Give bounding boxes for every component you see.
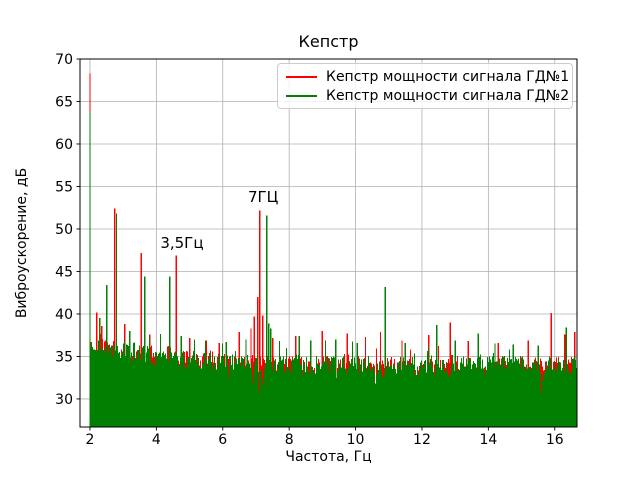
x-tick-label: 10 [347, 432, 365, 448]
y-tick-label: 65 [55, 94, 73, 110]
x-tick-label: 2 [85, 432, 94, 448]
legend-entry-gd2: Кепстр мощности сигнала ГД№2 [286, 88, 569, 104]
legend-line-sample-gd2 [286, 94, 317, 97]
tick-labels: 2 4 6 8 10 12 14 16 30 35 40 45 50 55 60 65 70 [55, 52, 564, 448]
y-tick-label: 30 [55, 392, 73, 408]
x-axis-label: Частота, Гц [285, 449, 372, 465]
x-tick-label: 8 [285, 432, 294, 448]
chart-title: Кепстр [298, 32, 359, 51]
y-tick-label: 70 [55, 52, 73, 68]
x-tick-label: 4 [152, 432, 161, 448]
y-tick-label: 55 [55, 179, 73, 195]
legend-label-gd1: Кепстр мощности сигнала ГД№1 [326, 68, 570, 85]
y-tick-label: 45 [55, 264, 73, 280]
annotation-3-5hz: 3,5Гц [160, 234, 204, 253]
x-tick-label: 16 [546, 432, 564, 448]
tick-marks [76, 58, 556, 431]
x-tick-label: 14 [479, 432, 497, 448]
series-gd2-peaks [89, 111, 568, 427]
legend: Кепстр мощности сигнала ГД№1 Кепстр мощн… [277, 63, 573, 109]
y-tick-label: 50 [55, 222, 73, 238]
y-tick-label: 40 [55, 307, 73, 323]
axes-spines [79, 58, 578, 428]
data-area [89, 73, 577, 427]
series-gd2-noise [89, 334, 577, 427]
annotation-7hz: 7ГЦ [247, 188, 279, 207]
legend-label-gd2: Кепстр мощности сигнала ГД№2 [326, 87, 570, 104]
x-tick-label: 12 [413, 432, 431, 448]
y-tick-label: 60 [55, 137, 73, 153]
y-tick-label: 35 [55, 349, 73, 365]
y-axis-label: Виброускорение, дБ [14, 167, 30, 319]
x-tick-label: 6 [218, 432, 227, 448]
legend-line-sample-gd1 [286, 75, 317, 78]
legend-entry-gd1: Кепстр мощности сигнала ГД№1 [286, 69, 569, 85]
